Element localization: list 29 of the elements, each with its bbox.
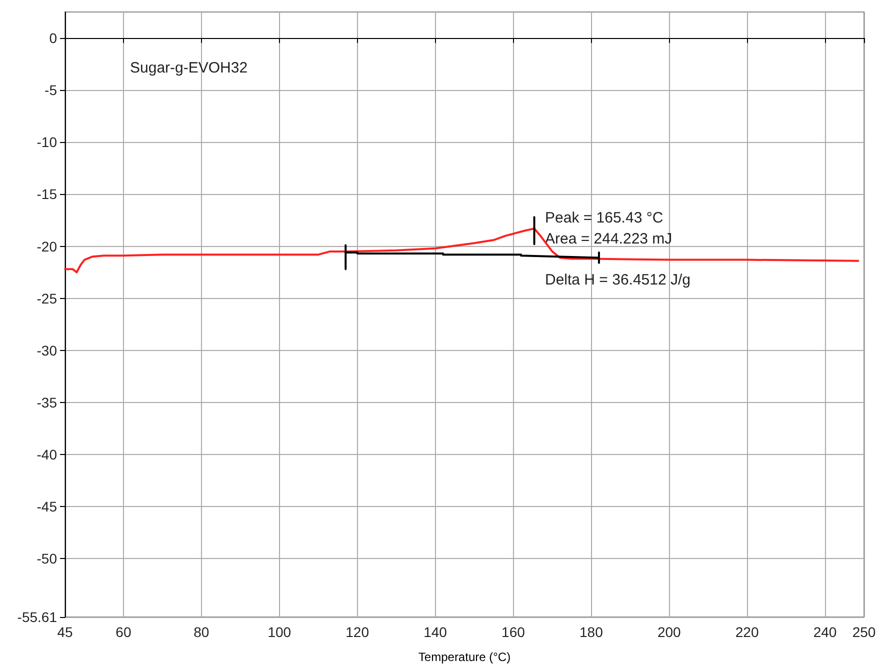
x-tick-label: 140 bbox=[424, 624, 448, 640]
x-tick-label: 220 bbox=[735, 624, 759, 640]
x-tick-label: 200 bbox=[657, 624, 682, 640]
y-tick-label: -55.61 bbox=[17, 609, 58, 625]
x-tick-label: 240 bbox=[813, 624, 837, 640]
y-tick-label: -10 bbox=[36, 134, 58, 150]
x-tick-label: 45 bbox=[57, 624, 73, 640]
y-tick-label: -25 bbox=[36, 290, 58, 306]
x-tick-label: 180 bbox=[579, 624, 604, 640]
annotation: Delta H = 36.4512 J/g bbox=[545, 272, 691, 288]
y-tick-label: -20 bbox=[36, 238, 58, 254]
x-tick-label: 60 bbox=[116, 624, 132, 640]
y-tick-label: -30 bbox=[36, 342, 58, 358]
x-tick-label: 100 bbox=[268, 624, 292, 640]
x-tick-label: 80 bbox=[194, 624, 210, 640]
annotation: Peak = 165.43 °C bbox=[545, 210, 664, 226]
y-tick-label: -35 bbox=[36, 394, 58, 410]
x-tick-label: 250 bbox=[852, 624, 876, 640]
x-tick-label: 160 bbox=[502, 624, 526, 640]
annotation: Sugar-g-EVOH32 bbox=[130, 60, 248, 76]
y-tick-label: -45 bbox=[36, 498, 58, 515]
annotation: Area = 244.223 mJ bbox=[545, 230, 672, 248]
x-axis-title: Temperature (°C) bbox=[418, 650, 511, 664]
y-tick-label: -15 bbox=[36, 186, 58, 202]
y-tick-label: -40 bbox=[36, 446, 58, 462]
x-tick-label: 120 bbox=[346, 624, 370, 640]
y-tick-label: -5 bbox=[44, 82, 58, 98]
y-tick-label: -50 bbox=[36, 550, 58, 567]
y-tick-label: 0 bbox=[49, 30, 58, 46]
